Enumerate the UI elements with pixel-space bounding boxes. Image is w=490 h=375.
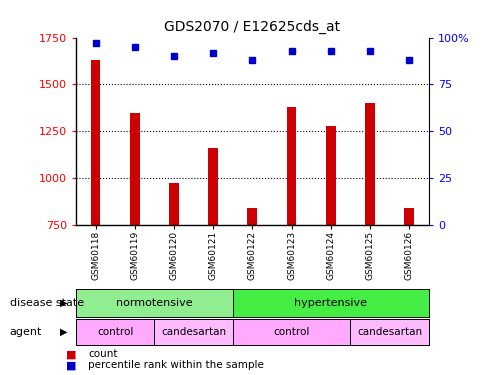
Bar xyxy=(287,107,296,225)
Text: ■: ■ xyxy=(66,349,76,359)
Text: control: control xyxy=(97,327,133,337)
Bar xyxy=(326,126,336,225)
Text: candesartan: candesartan xyxy=(161,327,226,337)
Text: candesartan: candesartan xyxy=(357,327,422,337)
Bar xyxy=(247,208,257,225)
Bar xyxy=(169,183,179,225)
Text: agent: agent xyxy=(10,327,42,337)
Bar xyxy=(208,148,218,225)
Text: normotensive: normotensive xyxy=(116,298,193,308)
Text: ■: ■ xyxy=(66,360,76,370)
Text: ▶: ▶ xyxy=(60,327,68,337)
Text: count: count xyxy=(88,349,118,359)
Text: control: control xyxy=(273,327,310,337)
Text: ▶: ▶ xyxy=(60,298,68,308)
Text: percentile rank within the sample: percentile rank within the sample xyxy=(88,360,264,370)
Bar xyxy=(365,103,375,225)
Text: disease state: disease state xyxy=(10,298,84,308)
Bar xyxy=(91,60,100,225)
Text: hypertensive: hypertensive xyxy=(294,298,367,308)
Bar xyxy=(130,112,140,225)
Bar xyxy=(404,208,414,225)
Title: GDS2070 / E12625cds_at: GDS2070 / E12625cds_at xyxy=(164,20,341,34)
